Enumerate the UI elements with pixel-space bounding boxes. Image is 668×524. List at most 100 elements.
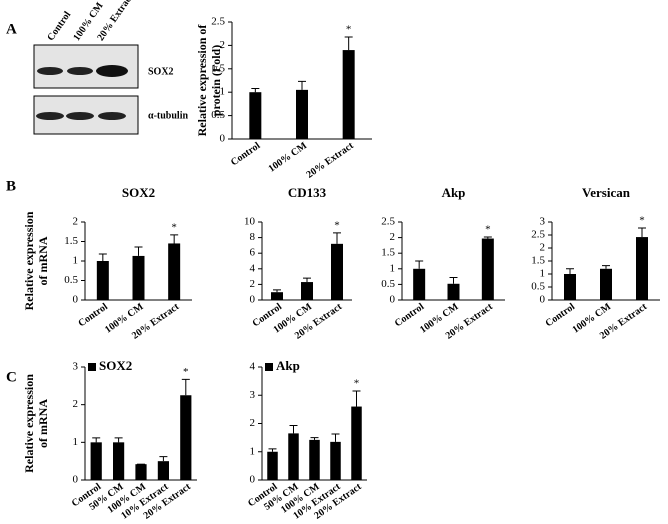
- western-blot: Control 100% CM 20% Extract SOX2 α-tubul…: [33, 0, 188, 135]
- y-tick-label: 2: [73, 216, 79, 228]
- y-tick-label: 1: [73, 436, 79, 448]
- y-tick-label: 3: [540, 216, 546, 228]
- y-tick-label: 2: [250, 417, 256, 429]
- significance-mark: *: [485, 224, 491, 236]
- error-bar: [134, 246, 143, 256]
- error-bar: [638, 227, 646, 238]
- error-bar: [303, 277, 311, 283]
- panel-label: A: [6, 21, 17, 37]
- y-tick-label: 1.5: [64, 235, 78, 247]
- y-tick-label: 2: [73, 398, 79, 410]
- bar: [636, 237, 648, 300]
- error-bar: [333, 232, 341, 244]
- y-tick-label: 6: [250, 247, 256, 259]
- y-tick-label: 0.5: [531, 281, 545, 293]
- y-tick-label: 10: [244, 216, 256, 228]
- y-tick-label: 0: [390, 294, 396, 306]
- y-axis-label: Relative expression of: [195, 24, 209, 137]
- y-axis-label: Relative expression: [22, 211, 36, 310]
- error-bar: [251, 87, 260, 93]
- blot-band: [96, 65, 128, 77]
- y-tick-label: 2: [220, 39, 226, 51]
- bar: [331, 243, 343, 300]
- significance-mark: *: [639, 215, 645, 227]
- bar: [168, 243, 181, 300]
- bar: [288, 433, 299, 480]
- bar: [481, 238, 494, 300]
- error-bar: [181, 378, 190, 396]
- significance-mark: *: [334, 219, 340, 231]
- x-tick-label: Control: [229, 140, 263, 168]
- band-label: α-tubulin: [148, 110, 188, 121]
- chart-title: CD133: [288, 185, 327, 200]
- bar: [180, 395, 192, 480]
- bar: [271, 292, 283, 300]
- error-bar: [170, 234, 179, 244]
- error-bar: [310, 437, 319, 440]
- bar: [249, 92, 262, 139]
- bar: [330, 441, 341, 480]
- error-bar: [415, 260, 424, 269]
- error-bar: [98, 253, 107, 261]
- bar: [267, 451, 278, 480]
- error-bar: [483, 236, 492, 239]
- y-axis-label: protein (Fold): [209, 45, 223, 116]
- bar: [301, 282, 313, 300]
- y-tick-label: 1: [390, 262, 396, 274]
- bar: [351, 406, 362, 480]
- blot-band: [66, 112, 94, 120]
- error-bar: [268, 448, 277, 452]
- blot-band: [67, 67, 93, 75]
- y-tick-label: 4: [250, 361, 256, 373]
- y-tick-label: 2: [390, 231, 396, 243]
- y-tick-label: 2.5: [381, 216, 395, 228]
- lane-label: Control: [45, 9, 73, 43]
- panel-label: C: [6, 369, 17, 385]
- y-tick-label: 1: [220, 86, 226, 98]
- bar: [132, 255, 145, 300]
- blot-band: [37, 67, 63, 75]
- y-axis-label: Relative expression: [22, 374, 36, 473]
- y-tick-label: 0: [250, 474, 256, 486]
- bar: [135, 464, 147, 480]
- y-tick-label: 1: [250, 445, 256, 457]
- chart-title: Akp: [442, 185, 466, 200]
- error-bar: [273, 289, 281, 293]
- bar: [296, 89, 308, 139]
- blot-band: [36, 112, 64, 120]
- y-tick-label: 3: [250, 389, 256, 401]
- bar: [157, 461, 169, 480]
- bar: [600, 268, 612, 300]
- legend-label: SOX2: [99, 358, 132, 373]
- y-tick-label: 2.5: [211, 16, 225, 28]
- legend-swatch: [265, 363, 273, 371]
- x-tick-label: 20% Extract: [305, 140, 357, 181]
- y-tick-label: 0: [73, 474, 79, 486]
- y-tick-label: 1.5: [381, 247, 395, 259]
- y-tick-label: 0: [220, 133, 226, 145]
- y-axis-label: of mRNA: [36, 236, 50, 285]
- y-tick-label: 1.5: [211, 62, 225, 74]
- error-bar: [331, 433, 340, 442]
- y-tick-label: 0: [250, 294, 256, 306]
- error-bar: [449, 277, 458, 284]
- y-tick-label: 1: [73, 255, 79, 267]
- bar: [113, 442, 125, 480]
- y-tick-label: 8: [250, 231, 256, 243]
- bar: [90, 442, 102, 480]
- bar: [96, 261, 109, 300]
- y-tick-label: 1: [540, 268, 546, 280]
- y-tick-label: 1.5: [531, 255, 545, 267]
- y-tick-label: 0.5: [381, 278, 395, 290]
- error-bar: [92, 437, 101, 443]
- y-axis-label: of mRNA: [36, 399, 50, 448]
- chart-title: Versican: [582, 185, 631, 200]
- error-bar: [159, 456, 168, 462]
- band-label: SOX2: [148, 66, 174, 77]
- y-tick-label: 3: [73, 361, 79, 373]
- panel-label: B: [6, 178, 16, 194]
- x-tick-label: 100% CM: [267, 140, 310, 175]
- y-tick-label: 0.5: [211, 109, 225, 121]
- error-bar: [298, 80, 306, 90]
